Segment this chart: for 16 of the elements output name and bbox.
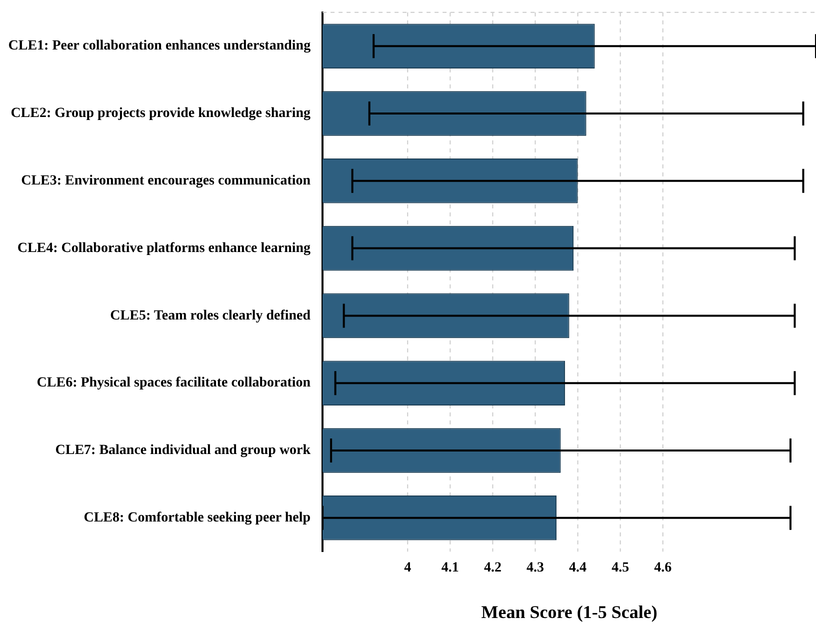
y-tick-label: CLE2: Group projects provide knowledge sharing <box>10 106 311 122</box>
x-tick-label: 4.5 <box>612 560 630 576</box>
y-tick-label: CLE8: Comfortable seeking peer help <box>84 510 311 526</box>
y-tick-label: CLE4: Collaborative platforms enhance learning <box>17 240 311 256</box>
x-axis-title: Mean Score (1-5 Scale) <box>481 602 658 622</box>
x-tick-label: 4.2 <box>484 560 502 576</box>
x-tick-label: 4 <box>404 560 412 576</box>
x-tick-label: 4.1 <box>441 560 459 576</box>
y-tick-label: CLE3: Environment encourages communication <box>21 174 311 189</box>
y-tick-label: CLE5: Team roles clearly defined <box>110 308 311 324</box>
x-tick-label: 4.3 <box>526 560 544 576</box>
y-tick-label: CLE7: Balance individual and group work <box>55 443 311 458</box>
y-tick-label: CLE1: Peer collaboration enhances understanding <box>8 38 311 54</box>
x-tick-label: 4.6 <box>654 560 672 576</box>
y-tick-label: CLE6: Physical spaces facilitate collaboration <box>36 376 311 391</box>
x-tick-label: 4.4 <box>569 560 587 576</box>
